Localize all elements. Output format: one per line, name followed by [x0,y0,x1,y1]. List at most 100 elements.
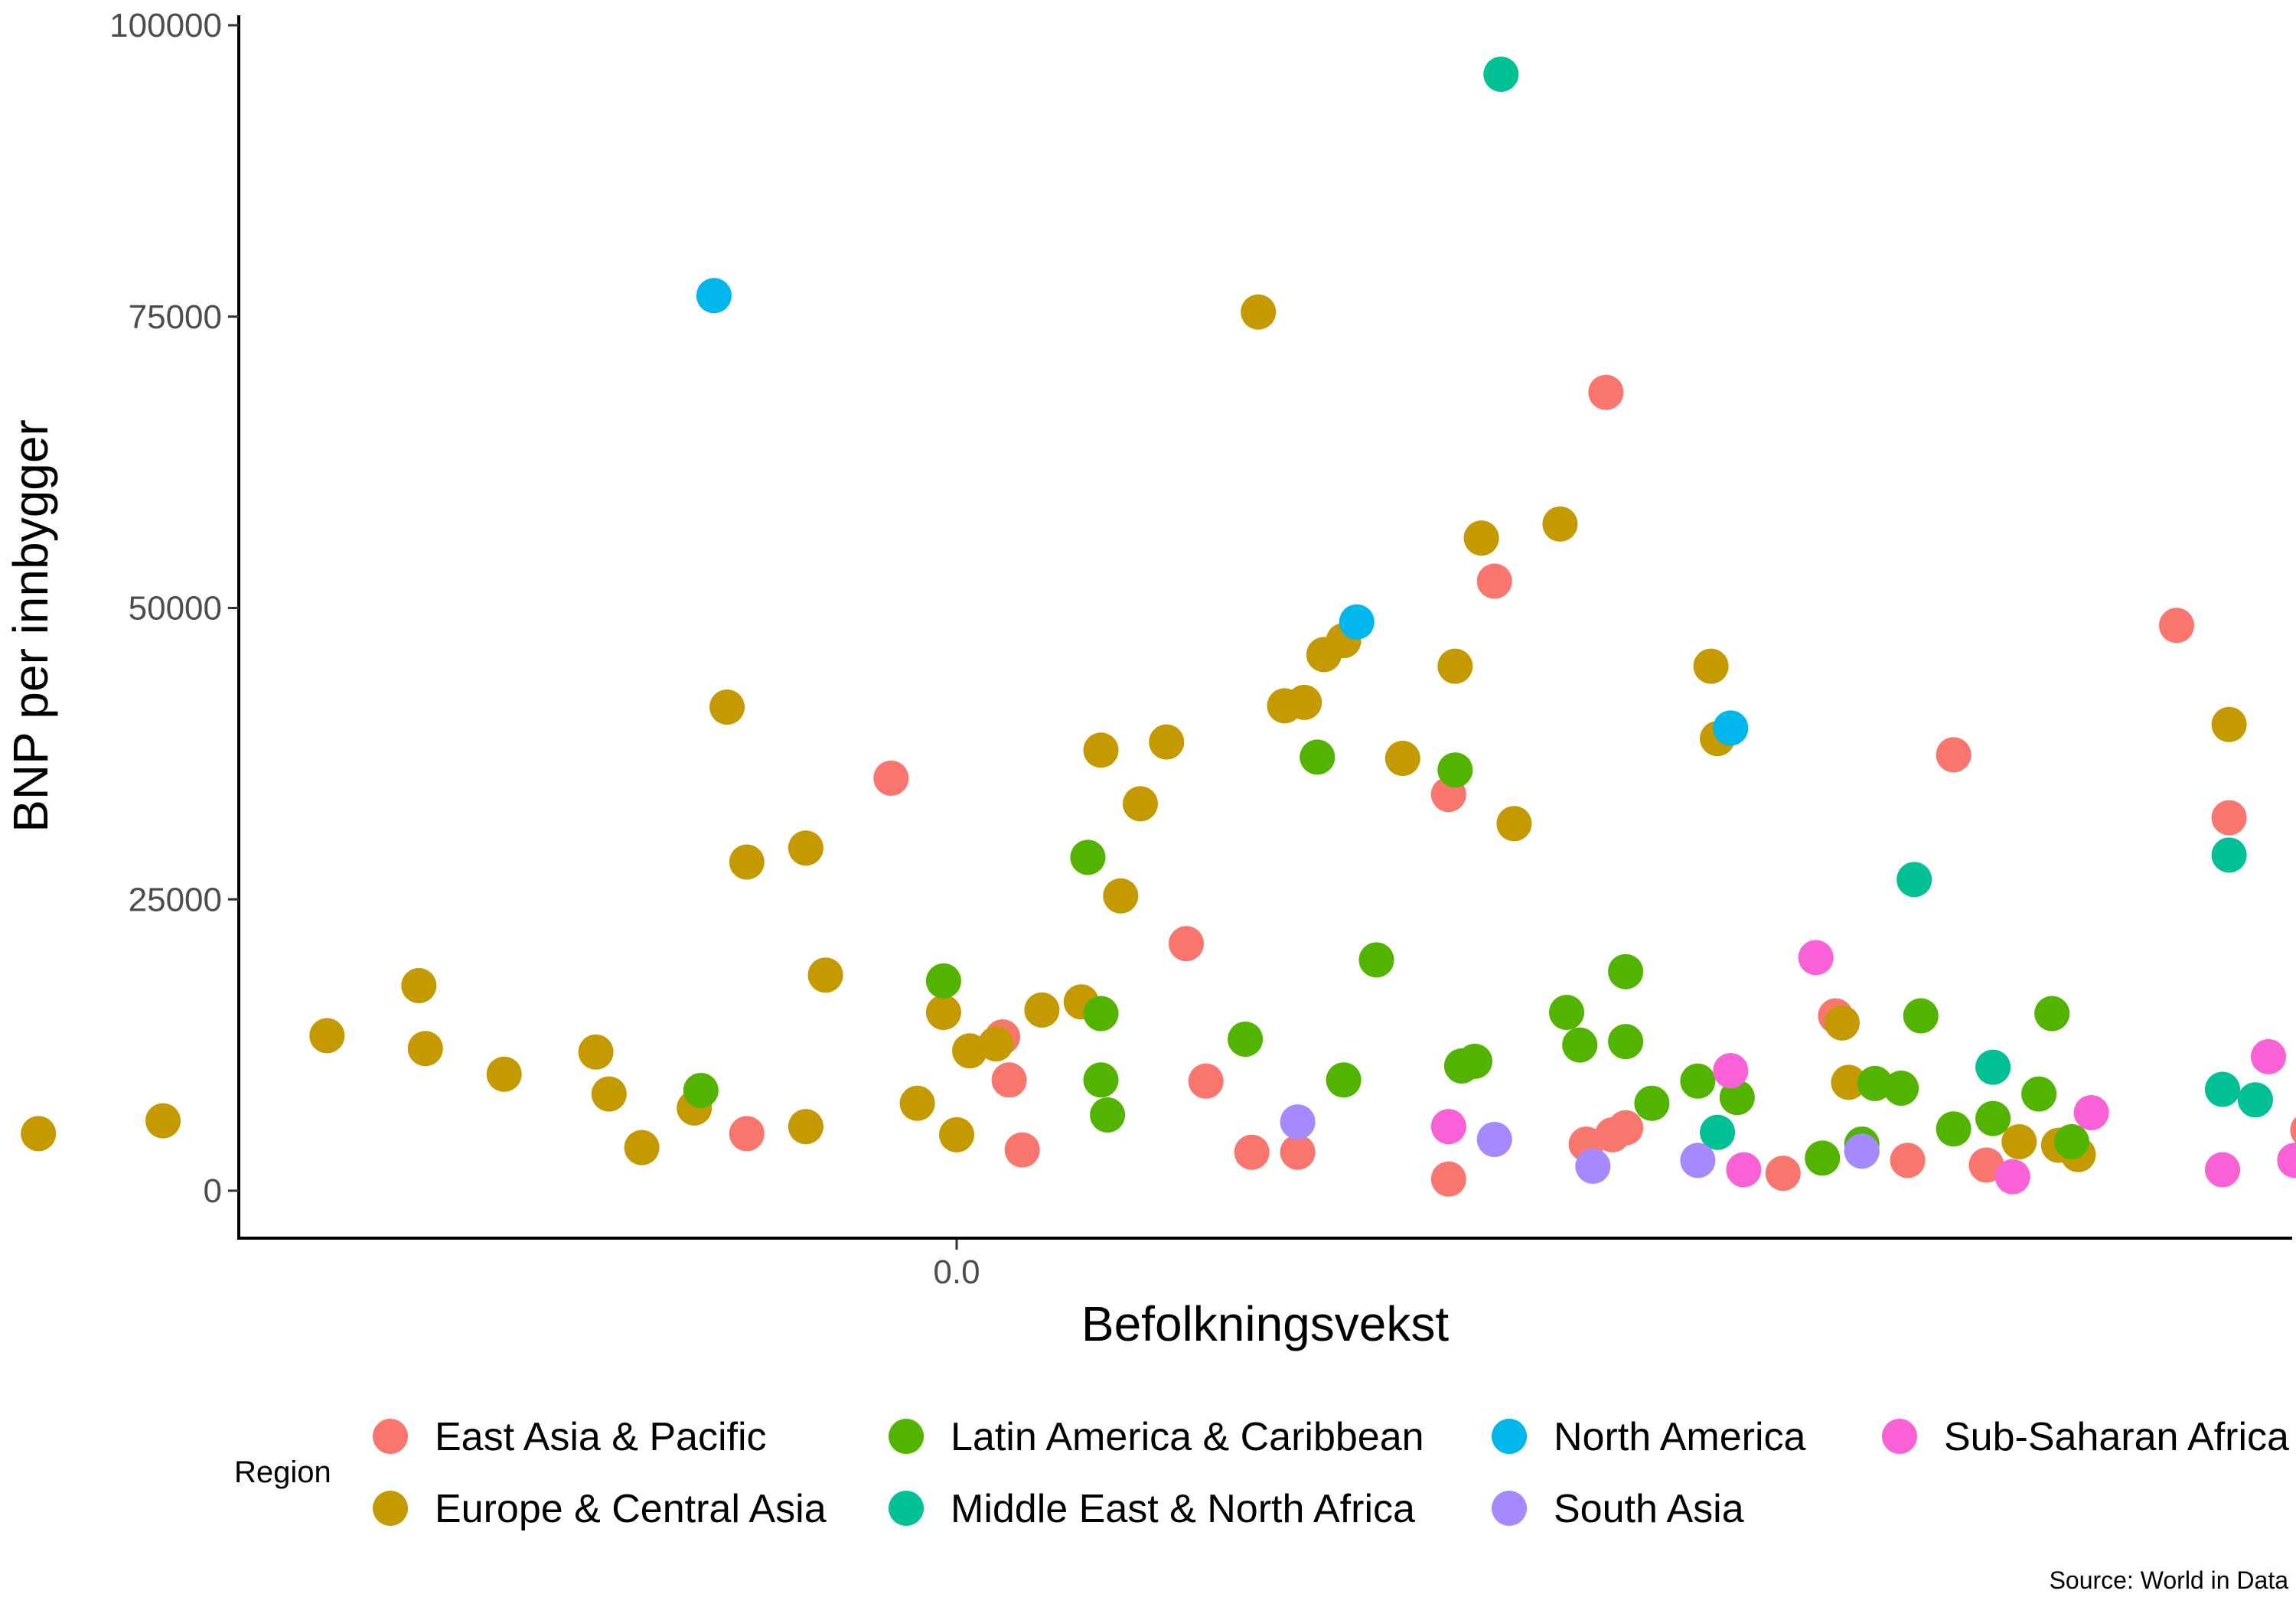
data-point-2-18 [1634,1085,1670,1121]
legend-title: Region [234,1455,331,1489]
data-point-4-2 [1713,710,1749,746]
data-point-1-13 [807,957,843,993]
data-point-1-0 [21,1116,57,1152]
data-point-2-16 [1608,953,1644,989]
data-point-6-3 [1798,940,1834,976]
data-point-1-17 [939,1116,974,1152]
data-point-5-4 [1844,1133,1880,1169]
data-point-3-1 [1483,57,1519,92]
legend-label-3: Middle East & North Africa [951,1487,1415,1531]
data-point-2-14 [1549,995,1584,1030]
data-point-1-36 [1693,648,1729,684]
data-point-6-5 [2073,1095,2109,1130]
points-layer [21,57,2296,1197]
data-point-1-5 [486,1056,522,1092]
data-point-0-19 [2290,1116,2296,1143]
data-point-2-30 [2053,1124,2089,1159]
legend-label-5: South Asia [1554,1487,1744,1531]
legend-key-5 [1492,1491,1527,1526]
data-point-3-7 [2237,1082,2273,1118]
legend-key-4 [1492,1419,1527,1454]
data-point-5-3 [1680,1143,1716,1178]
data-point-1-1 [145,1103,181,1139]
data-point-5-2 [1575,1149,1611,1184]
data-point-1-14 [788,1109,823,1145]
data-point-2-11 [1437,752,1473,788]
data-point-1-34 [1496,806,1532,842]
data-point-0-15 [1765,1156,1801,1191]
data-point-1-15 [899,1085,935,1121]
data-point-6-7 [2251,1038,2286,1074]
data-point-2-20 [1719,1080,1755,1116]
data-point-1-38 [1824,1005,1860,1041]
data-point-2-25 [1903,998,1939,1034]
data-point-4-1 [1339,604,1375,640]
data-point-1-26 [1241,294,1277,330]
data-point-0-24 [729,1116,765,1152]
data-point-2-17 [1608,1024,1644,1060]
data-point-0-9 [1188,1063,1224,1099]
data-point-0-7 [2159,608,2194,644]
legend-key-1 [373,1491,408,1526]
data-point-0-10 [1234,1134,1270,1170]
data-point-0-2 [1169,926,1204,962]
y-tick-label: 50000 [129,590,222,627]
y-tick-label: 25000 [129,881,222,918]
data-point-4-0 [696,278,732,314]
data-point-1-2 [309,1018,345,1054]
data-point-1-20 [1024,992,1060,1028]
data-point-0-17 [1890,1143,1926,1178]
data-point-6-0 [1430,1109,1466,1145]
data-point-1-32 [1437,648,1473,684]
data-point-3-4 [1975,1049,2011,1085]
data-point-2-2 [925,963,961,999]
data-point-1-6 [578,1034,614,1070]
x-axis-title: Befolkningsvekst [1081,1296,1449,1351]
data-point-2-4 [1083,1062,1119,1098]
legend-key-0 [373,1419,408,1454]
y-tick-label: 75000 [129,298,222,336]
data-point-6-6 [2205,1152,2240,1188]
data-point-2-1 [683,1073,719,1108]
data-point-0-12 [1430,1161,1466,1197]
data-point-2-6 [1090,1097,1126,1133]
data-point-0-5 [1588,374,1624,410]
data-point-0-11 [1280,1134,1316,1170]
data-point-0-14 [1608,1110,1644,1146]
data-point-2-28 [2021,1076,2057,1112]
data-point-0-8 [2211,800,2247,836]
data-point-1-28 [1287,684,1322,720]
y-axis-title: BNP per innbygger [3,419,58,833]
data-point-0-4 [1476,563,1512,599]
data-point-6-2 [1726,1152,1762,1188]
data-point-1-33 [1463,520,1499,556]
data-point-1-35 [1542,506,1578,542]
data-point-6-1 [1713,1053,1749,1089]
data-point-1-40 [2001,1124,2037,1159]
legend-label-0: East Asia & Pacific [435,1415,767,1459]
data-point-1-3 [401,968,437,1003]
data-point-1-7 [591,1076,627,1112]
data-point-1-4 [407,1031,443,1067]
data-point-6-8 [2277,1143,2296,1178]
data-point-2-10 [1358,942,1394,978]
data-point-2-19 [1680,1063,1716,1099]
data-point-2-26 [1936,1111,1971,1147]
data-point-6-4 [1994,1159,2030,1195]
data-point-2-7 [1228,1022,1264,1057]
data-point-0-6 [1936,737,1971,773]
legend-label-2: Latin America & Caribbean [951,1415,1424,1459]
data-point-0-25 [991,1062,1027,1098]
data-point-0-1 [873,760,909,796]
data-point-1-39 [1831,1064,1867,1100]
legend-label-6: Sub-Saharan Africa [1944,1415,2289,1459]
legend-label-4: North America [1554,1415,1806,1459]
data-point-1-11 [729,844,765,880]
data-point-0-18 [1968,1147,2004,1183]
data-point-1-16 [925,995,961,1030]
data-point-3-5 [2205,1071,2240,1107]
caption: Source: World in Data [2050,1566,2289,1594]
data-point-2-13 [1457,1043,1492,1079]
data-point-1-43 [2211,706,2247,742]
data-point-2-27 [1975,1100,2011,1136]
